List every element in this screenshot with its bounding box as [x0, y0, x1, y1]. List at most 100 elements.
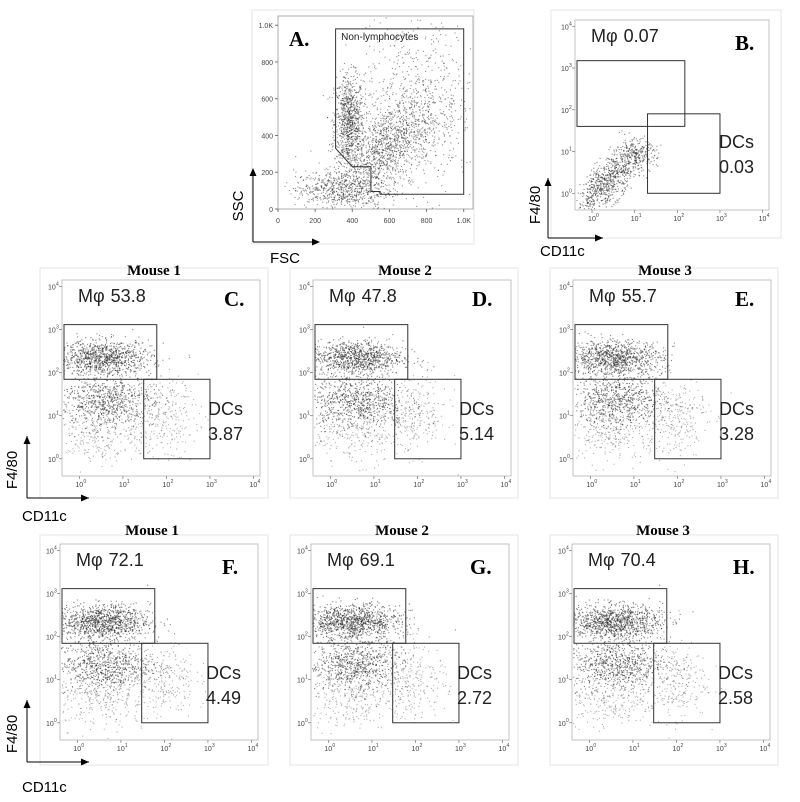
data-point: [593, 185, 595, 187]
data-point: [391, 118, 393, 120]
data-point: [395, 130, 397, 132]
data-point: [130, 357, 133, 359]
data-point: [598, 191, 600, 193]
data-point: [381, 162, 383, 164]
data-point: [298, 187, 301, 189]
data-point: [77, 341, 79, 343]
data-point: [332, 192, 334, 194]
data-point: [595, 170, 598, 172]
data-point: [356, 145, 358, 147]
data-point: [351, 110, 353, 112]
data-point: [367, 143, 369, 145]
panel-b: 10 010 010 110 110 210 210 310 310 410 4Mφ 0.07DCs0…: [550, 9, 782, 239]
data-point: [98, 372, 100, 374]
data-point: [380, 160, 382, 162]
data-point: [354, 117, 356, 119]
data-point: [136, 341, 138, 343]
data-point: [374, 67, 376, 69]
data-point: [641, 155, 643, 157]
data-point: [376, 195, 378, 197]
data-point: [124, 352, 126, 354]
y-tick-label: 1.0K: [259, 23, 274, 30]
data-point: [92, 357, 94, 359]
data-point: [139, 369, 141, 371]
data-point: [346, 148, 348, 150]
data-point: [363, 167, 365, 169]
data-point: [418, 137, 420, 139]
data-point: [593, 193, 595, 195]
data-point: [611, 206, 613, 208]
data-point: [397, 52, 399, 54]
data-point: [405, 112, 407, 114]
data-point: [604, 171, 606, 173]
data-point: [334, 190, 336, 192]
data-point: [92, 348, 94, 350]
data-point: [419, 161, 421, 163]
data-point: [85, 367, 87, 369]
data-point: [417, 91, 420, 93]
data-point: [347, 154, 350, 156]
data-point: [443, 114, 446, 116]
data-point: [76, 365, 78, 367]
data-point: [116, 356, 118, 358]
data-point: [429, 56, 431, 58]
data-point: [381, 146, 383, 148]
data-point: [410, 56, 412, 58]
data-point: [352, 154, 354, 156]
data-point: [394, 68, 396, 70]
data-point: [317, 179, 319, 181]
data-point: [421, 120, 423, 122]
data-point: [318, 180, 320, 182]
data-point: [612, 165, 614, 167]
data-point: [429, 132, 431, 134]
data-point: [403, 120, 405, 122]
data-point: [607, 190, 609, 192]
data-point: [630, 151, 632, 153]
data-point: [341, 180, 343, 182]
y-tick-label: 10: [48, 371, 56, 378]
data-point: [140, 362, 142, 364]
data-point: [360, 98, 362, 100]
data-point: [595, 194, 597, 196]
data-point: [419, 95, 421, 97]
data-point: [338, 87, 340, 89]
data-point: [341, 177, 343, 179]
data-point: [354, 118, 356, 120]
data-point: [347, 190, 349, 192]
data-point: [350, 189, 352, 191]
data-point: [626, 172, 628, 174]
data-point: [294, 203, 296, 205]
data-point: [397, 141, 399, 143]
data-point: [608, 174, 611, 176]
data-point: [340, 186, 342, 188]
data-point: [360, 173, 362, 175]
data-point: [106, 357, 108, 359]
data-point: [416, 136, 418, 138]
x-tick-label: 10: [249, 482, 257, 489]
data-point: [600, 186, 602, 188]
data-point: [350, 177, 352, 179]
data-point: [600, 167, 602, 169]
data-point: [350, 191, 352, 193]
data-point: [385, 120, 387, 122]
data-point: [346, 97, 348, 99]
data-point: [609, 169, 611, 171]
data-point: [388, 169, 390, 171]
data-point: [392, 150, 394, 152]
data-point: [168, 358, 170, 360]
data-point: [395, 135, 397, 137]
data-point: [626, 156, 628, 158]
data-point: [350, 184, 352, 186]
data-point: [359, 130, 361, 132]
data-point: [354, 139, 357, 141]
data-point: [620, 180, 622, 182]
data-point: [116, 353, 118, 355]
data-point: [582, 201, 584, 203]
data-point: [382, 154, 384, 156]
data-point: [343, 149, 345, 151]
data-point: [367, 193, 369, 195]
data-point: [353, 130, 355, 132]
data-point: [110, 359, 112, 361]
data-point: [323, 187, 325, 189]
data-point: [426, 154, 428, 156]
